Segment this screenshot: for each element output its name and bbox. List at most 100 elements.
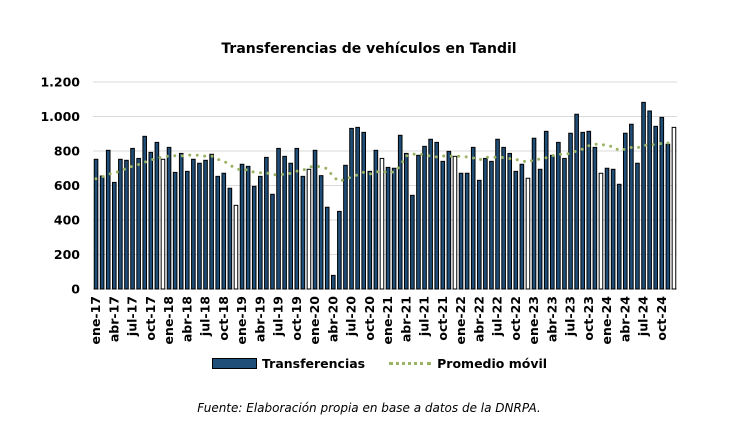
x-tick-label: ene-22	[453, 296, 468, 344]
bar	[184, 170, 190, 290]
bar	[209, 153, 214, 290]
bar	[361, 131, 367, 290]
bar	[452, 155, 458, 290]
bar	[300, 175, 306, 290]
bar	[653, 125, 659, 290]
bar	[227, 187, 233, 290]
bar	[160, 158, 166, 290]
bar	[495, 138, 500, 290]
bar	[221, 172, 227, 290]
bar	[604, 167, 610, 290]
bar	[172, 171, 178, 290]
bar	[434, 141, 440, 290]
bar	[574, 113, 579, 290]
bar	[148, 151, 154, 290]
bar	[549, 154, 555, 290]
x-tick-label: ene-18	[161, 296, 176, 344]
legend-label-transferencias: Transferencias	[262, 356, 366, 371]
bar	[251, 185, 257, 290]
source-note: Fuente: Elaboración propia en base a dat…	[197, 401, 541, 415]
bar	[410, 194, 415, 290]
bar	[239, 163, 245, 290]
x-tick-label: ene-21	[380, 296, 395, 344]
bar	[355, 126, 360, 290]
x-tick-label: ene-20	[307, 296, 322, 345]
bar	[276, 147, 281, 290]
bar	[622, 132, 628, 290]
bar	[203, 159, 208, 290]
chart-title: Transferencias de vehículos en Tandil	[221, 41, 517, 57]
x-tick-label: abr-20	[325, 296, 340, 342]
bar	[629, 123, 634, 290]
bar	[154, 141, 160, 290]
bar	[659, 116, 665, 290]
bar	[458, 172, 464, 290]
bar	[580, 131, 586, 290]
x-tick-label: ene-23	[526, 296, 541, 344]
bar	[379, 157, 385, 290]
bar	[99, 175, 105, 290]
bar	[136, 157, 141, 290]
legend-label-promedio-movil: Promedio móvil	[437, 356, 548, 371]
bar	[635, 162, 640, 290]
bar	[166, 146, 172, 290]
x-tick-label: ene-24	[599, 296, 614, 345]
bar	[93, 158, 99, 290]
x-tick-label: oct-19	[289, 296, 304, 341]
bar	[440, 160, 446, 290]
bar	[525, 177, 531, 290]
bar	[464, 172, 470, 290]
bar	[489, 160, 494, 290]
bar	[294, 147, 300, 290]
bar	[519, 163, 525, 290]
y-tick-label: 800	[54, 144, 80, 159]
bar	[470, 146, 476, 290]
x-tick-label: oct-24	[654, 296, 669, 341]
bar	[373, 149, 379, 290]
x-tick-label: jul-17	[125, 296, 140, 337]
bar	[264, 156, 269, 290]
x-tick-label: jul-18	[198, 296, 213, 337]
bar	[446, 150, 452, 290]
bar	[130, 147, 135, 290]
bar	[556, 141, 561, 290]
legend: Transferencias Promedio móvil	[212, 356, 547, 371]
bar	[562, 157, 567, 290]
bar	[343, 164, 348, 290]
bar	[568, 132, 573, 290]
bar	[513, 170, 519, 290]
x-tick-label: jul-21	[417, 296, 432, 337]
x-tick-label: jul-22	[490, 296, 505, 337]
bar	[537, 168, 543, 290]
bar	[598, 172, 604, 290]
bar	[403, 152, 409, 290]
x-tick-label: oct-18	[216, 296, 231, 341]
x-tick-label: oct-23	[581, 296, 596, 341]
bar	[507, 152, 513, 290]
bar	[197, 162, 202, 290]
bar	[124, 159, 129, 290]
bar	[391, 167, 397, 290]
bar	[476, 179, 482, 290]
x-tick-label: abr-17	[106, 296, 121, 342]
bar	[282, 155, 287, 290]
y-tick-label: 200	[54, 247, 80, 262]
bar	[543, 130, 549, 290]
x-tick-label: abr-24	[617, 296, 632, 342]
x-tick-label: ene-17	[88, 296, 103, 344]
x-tick-label: abr-22	[471, 296, 486, 342]
x-tick-label: jul-23	[563, 296, 578, 337]
bar	[324, 206, 330, 290]
x-tick-label: oct-22	[508, 296, 523, 341]
x-tick-label: abr-21	[398, 296, 413, 342]
bar	[349, 127, 354, 290]
bar	[647, 110, 652, 290]
bar	[118, 158, 123, 290]
bar	[367, 170, 373, 290]
x-tick-label: jul-20	[344, 296, 359, 337]
legend-swatch-bar	[212, 358, 257, 369]
bar	[337, 210, 342, 290]
y-tick-label: 600	[54, 178, 80, 193]
bar	[233, 204, 239, 290]
